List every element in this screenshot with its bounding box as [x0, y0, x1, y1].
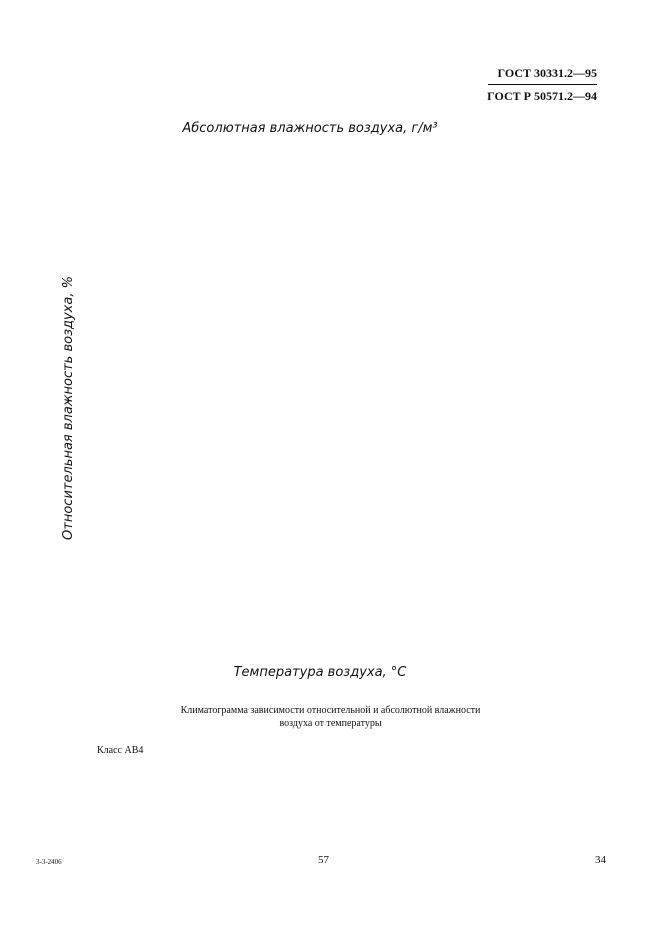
caption: Климатограмма зависимости относительной … [180, 705, 481, 716]
x-axis-label: Температура воздуха, °С [234, 665, 408, 680]
page-number: 57 [318, 854, 329, 866]
footer-left: 3-3-2406 [36, 858, 62, 866]
doc-code: ГОСТ 30331.2—95 [497, 66, 598, 80]
chart-title: Абсолютная влажность воздуха, г/м³ [181, 121, 437, 136]
page-number: 34 [595, 854, 606, 866]
rule [488, 84, 597, 85]
class-note: Класс АВ4 [97, 745, 144, 756]
doc-code: ГОСТ Р 50571.2—94 [487, 89, 597, 103]
y-axis-label: Относительная влажность воздуха, % [61, 276, 76, 540]
chart: Абсолютная влажность воздуха, г/м³ Темпе… [61, 121, 438, 680]
caption: воздуха от температуры [279, 718, 382, 729]
